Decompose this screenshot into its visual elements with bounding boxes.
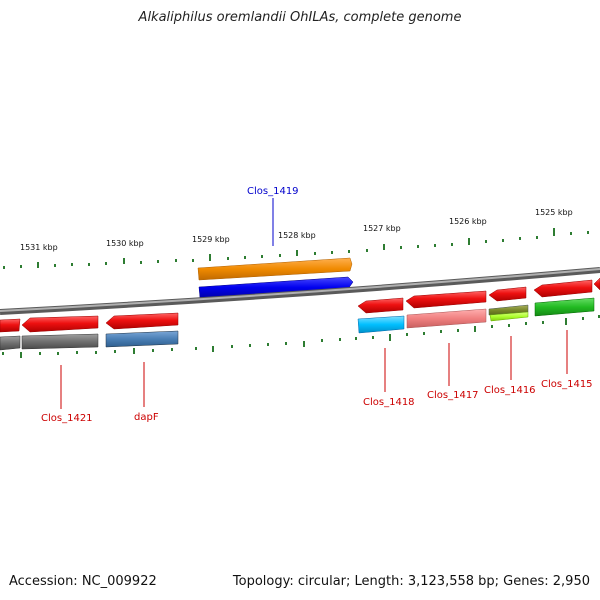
gene-clos-1418-arrow[interactable]: [357, 297, 404, 314]
feature-grey-clos-1421[interactable]: [21, 333, 99, 350]
genome-backbone: [0, 267, 600, 315]
gene-next-arrow-partial[interactable]: [593, 277, 600, 291]
gene-dapf-arrow[interactable]: [105, 312, 179, 330]
gene-clos-1415-arrow[interactable]: [533, 279, 593, 298]
accession-text: Accession: NC_009922: [9, 574, 157, 589]
gene-label-clos-1418: Clos_1418: [363, 397, 415, 408]
gene-orange-forward[interactable]: [197, 257, 353, 281]
gene-clos-1417-arrow[interactable]: [405, 290, 487, 309]
gene-label-clos-1419: Clos_1419: [247, 186, 299, 197]
ruler-labels: 1531 kbp 1530 kbp 1529 kbp 1528 kbp 1527…: [20, 208, 573, 252]
gene-clos-1421-arrow[interactable]: [21, 315, 99, 333]
feature-green-clos-1415[interactable]: [534, 297, 595, 317]
ruler-label-1529: 1529 kbp: [192, 235, 230, 244]
gene-clos-1419-arrow[interactable]: [198, 276, 354, 299]
genome-summary-text: Topology: circular; Length: 3,123,558 bp…: [232, 574, 590, 589]
gene-label-dapf: dapF: [134, 412, 159, 423]
ruler-label-1528: 1528 kbp: [278, 231, 316, 240]
gene-labels: Clos_1419 Clos_1421 dapF Clos_1418 Clos_…: [41, 186, 593, 424]
ruler-ticks-top: [3, 228, 589, 269]
gene-label-clos-1421: Clos_1421: [41, 413, 93, 424]
ruler-label-1531: 1531 kbp: [20, 243, 58, 252]
feature-steelblue-dapf[interactable]: [105, 330, 179, 348]
ruler-label-1526: 1526 kbp: [449, 217, 487, 226]
feature-grey-left[interactable]: [0, 335, 21, 351]
gene-leader-lines: [60, 198, 568, 409]
feature-cyan-clos-1418[interactable]: [357, 315, 405, 334]
gene-clos-1421-left-fragment[interactable]: [0, 318, 21, 333]
map-title: Alkaliphilus oremlandii OhILAs, complete…: [138, 10, 462, 25]
reverse-cds-arrows: [0, 277, 600, 333]
gene-label-clos-1415: Clos_1415: [541, 379, 593, 390]
gene-clos-1416-arrow[interactable]: [488, 286, 527, 302]
feature-lime-clos-1416[interactable]: [489, 311, 529, 322]
gene-label-clos-1417: Clos_1417: [427, 390, 479, 401]
gene-label-clos-1416: Clos_1416: [484, 385, 536, 396]
ruler-label-1525: 1525 kbp: [535, 208, 573, 217]
feature-bars: [0, 297, 595, 351]
feature-pink-clos-1417[interactable]: [406, 308, 487, 329]
ruler-label-1527: 1527 kbp: [363, 224, 401, 233]
ruler-ticks-bottom: [2, 315, 600, 358]
ruler-label-1530: 1530 kbp: [106, 239, 144, 248]
